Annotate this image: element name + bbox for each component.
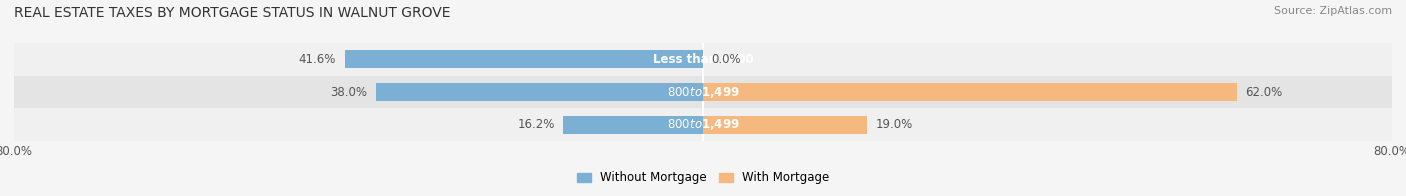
Text: 41.6%: 41.6%	[298, 53, 336, 66]
Text: Source: ZipAtlas.com: Source: ZipAtlas.com	[1274, 6, 1392, 16]
Text: 16.2%: 16.2%	[517, 118, 555, 131]
Bar	[344, 51, 703, 68]
Bar	[703, 116, 866, 134]
Text: 62.0%: 62.0%	[1246, 86, 1282, 99]
Bar	[14, 43, 1392, 76]
Legend: Without Mortgage, With Mortgage: Without Mortgage, With Mortgage	[572, 167, 834, 189]
Bar	[375, 83, 703, 101]
Text: 19.0%: 19.0%	[875, 118, 912, 131]
Bar	[14, 76, 1392, 108]
Text: REAL ESTATE TAXES BY MORTGAGE STATUS IN WALNUT GROVE: REAL ESTATE TAXES BY MORTGAGE STATUS IN …	[14, 6, 450, 20]
Bar	[564, 116, 703, 134]
Text: 38.0%: 38.0%	[330, 86, 367, 99]
Text: $800 to $1,499: $800 to $1,499	[666, 117, 740, 132]
Text: Less than $800: Less than $800	[652, 53, 754, 66]
Text: $800 to $1,499: $800 to $1,499	[666, 85, 740, 100]
Bar	[703, 83, 1237, 101]
Text: 0.0%: 0.0%	[711, 53, 741, 66]
Bar	[14, 108, 1392, 141]
